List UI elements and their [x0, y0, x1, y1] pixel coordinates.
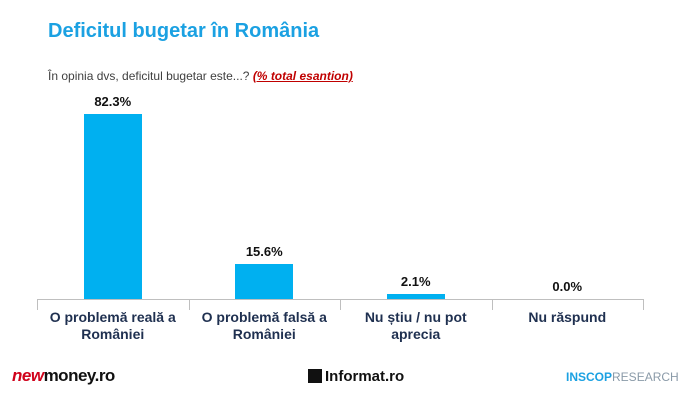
subtitle-line: În opinia dvs, deficitul bugetar este...… — [48, 69, 353, 83]
logo-part: RESEARCH — [612, 370, 679, 384]
axis-tick — [37, 299, 38, 310]
logo-text: Informat.ro — [325, 368, 405, 385]
logo-icon — [308, 369, 322, 383]
logo-newmoney: newmoney.ro — [12, 366, 115, 386]
subtitle: În opinia dvs, deficitul bugetar este...… — [48, 69, 250, 83]
value-label: 82.3% — [94, 93, 132, 109]
value-label: 0.0% — [552, 279, 583, 294]
x-tick-label: Nu răspund — [528, 309, 607, 325]
logo-part: new — [12, 366, 44, 385]
axis-tick — [491, 299, 493, 310]
subtitle-note: (% total esantion) — [252, 69, 353, 83]
logo-inscop: INSCOPRESEARCH — [566, 370, 679, 384]
axis-tick — [643, 299, 644, 310]
axis-tick — [340, 299, 341, 310]
value-label: 15.6% — [245, 243, 283, 259]
x-tick-label: Nu știu / nu pot aprecia — [364, 309, 467, 342]
x-tick-label: O problemă falsă a României — [201, 309, 327, 342]
x-tick-label: O problemă reală a României — [49, 309, 176, 342]
chart-title: Deficitul bugetar în România — [48, 20, 320, 42]
bar — [83, 113, 142, 299]
bar — [235, 263, 294, 299]
logo-part: INSCOP — [566, 370, 613, 384]
logo-part: money.ro — [43, 366, 116, 385]
logo-informat: Informat.ro — [308, 368, 404, 385]
axis-tick — [188, 299, 190, 310]
bar — [386, 294, 445, 299]
value-label: 2.1% — [400, 274, 431, 290]
